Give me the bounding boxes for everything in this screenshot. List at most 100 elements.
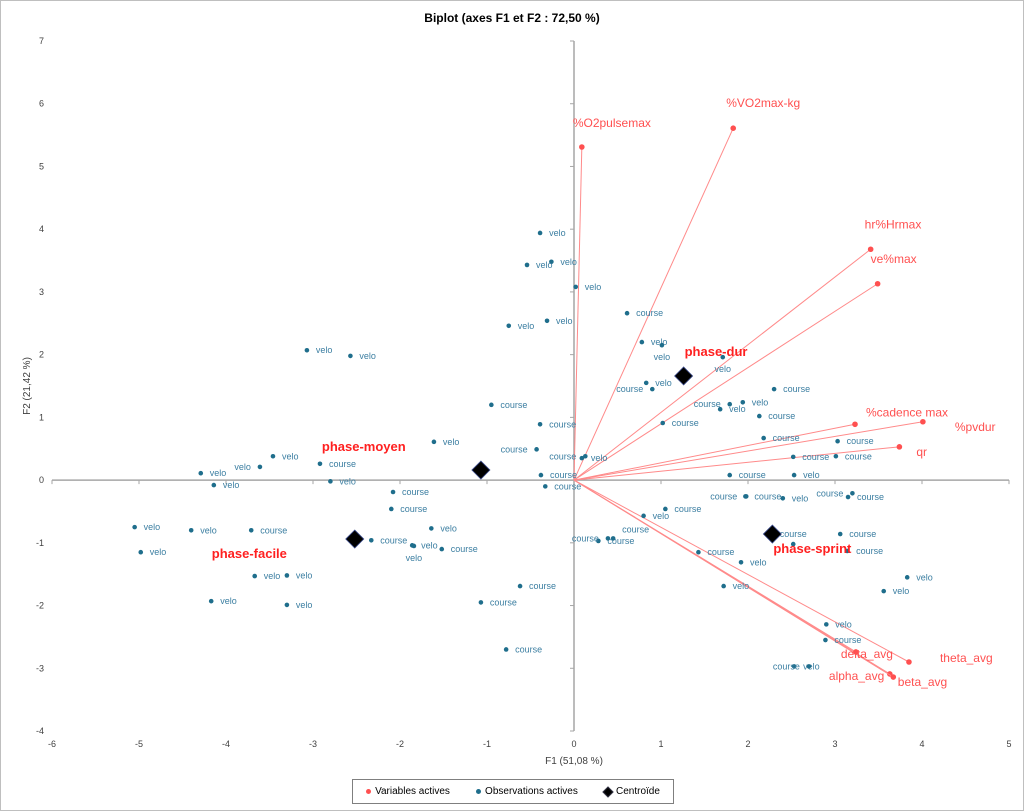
observation-label: course (549, 451, 576, 461)
observation-point (790, 541, 796, 547)
observation-point (431, 439, 437, 445)
observation-point (549, 259, 554, 265)
observation-point (743, 494, 749, 499)
legend-item-observations: Observations actives (476, 786, 578, 797)
x-tick-label: -2 (396, 739, 404, 749)
observation-label: velo (733, 581, 750, 591)
observation-label: velo (518, 321, 535, 331)
observation-label: velo (750, 557, 767, 567)
observation-point (717, 406, 723, 412)
variable-vector (573, 283, 878, 481)
y-tick-label: 2 (39, 350, 44, 360)
observation-label: course (710, 491, 737, 501)
observation-point (583, 453, 588, 459)
observation-label: velo (655, 378, 672, 388)
observation-point (605, 536, 611, 541)
observation-label: course (400, 504, 427, 514)
variable-label: %pvdur (955, 420, 996, 434)
observation-label: velo (421, 540, 438, 550)
observation-point (639, 339, 645, 345)
variable-label: beta_avg (898, 675, 947, 689)
observation-point (791, 664, 797, 669)
variable-point (579, 144, 585, 150)
variable-label: %VO2max-kg (726, 96, 800, 110)
observation-label: velo (654, 352, 671, 362)
x-tick-label: -5 (135, 739, 143, 749)
variable-vector (573, 423, 856, 481)
observation-label: velo (220, 596, 237, 606)
variable-point (890, 674, 897, 680)
observation-point (850, 490, 855, 496)
observation-point (727, 472, 733, 478)
observation-point (844, 548, 850, 554)
x-tick-label: 3 (832, 739, 837, 749)
variable-label: %O2pulsemax (573, 116, 651, 130)
y-tick-label: 5 (39, 161, 44, 171)
observation-label: course (849, 529, 876, 539)
observation-point (389, 506, 394, 512)
x-tick-label: 1 (658, 739, 663, 749)
observation-point (624, 310, 630, 316)
variable-vector (573, 248, 871, 481)
observation-label: course (739, 470, 766, 480)
observation-label: course (816, 488, 843, 498)
legend-item-centroids: Centroïde (602, 785, 660, 798)
observation-label: course (616, 384, 643, 394)
observation-label: velo (316, 345, 333, 355)
centroid-label: phase-dur (685, 344, 748, 359)
observation-point (506, 323, 512, 329)
variable-label: qr (916, 445, 927, 459)
observation-label: course (768, 411, 795, 421)
y-tick-label: 6 (39, 99, 44, 109)
variable-label: ve%max (871, 252, 917, 266)
observation-label: velo (144, 522, 161, 532)
variable-point (874, 280, 881, 287)
observation-point (188, 527, 194, 533)
observation-label: velo (296, 600, 313, 610)
blue-dot-icon (476, 789, 482, 794)
observation-label: course (549, 419, 576, 429)
x-tick-label: 4 (919, 739, 924, 749)
observation-label: course (607, 536, 634, 546)
observation-label: course (451, 544, 478, 554)
observation-label: course (260, 525, 287, 535)
y-tick-label: 4 (39, 224, 44, 234)
variable-vector (573, 446, 900, 481)
observation-point (721, 583, 726, 589)
observation-point (537, 230, 543, 236)
observation-label: course (329, 459, 356, 469)
observation-point (579, 455, 585, 461)
observation-label: velo (443, 437, 460, 447)
variable-vector (573, 421, 923, 481)
observation-label: velo (150, 547, 167, 557)
observation-point (284, 602, 290, 608)
observation-label: velo (803, 661, 820, 671)
observation-point (904, 575, 910, 580)
observation-point (138, 549, 144, 555)
observation-point (390, 489, 396, 495)
variable-point (853, 649, 859, 655)
observation-point (257, 464, 263, 470)
observation-label: velo (200, 525, 217, 535)
observation-point (544, 318, 550, 324)
observation-label: course (529, 581, 556, 591)
observation-point (696, 549, 701, 555)
observation-point (780, 495, 786, 501)
observation-point (270, 453, 276, 459)
observation-label: course (490, 597, 517, 607)
y-tick-label: 1 (39, 412, 44, 422)
observation-label: velo (893, 586, 910, 596)
observation-point (806, 664, 812, 669)
observation-point (650, 386, 655, 392)
variable-label: alpha_avg (829, 669, 884, 683)
observation-point (517, 583, 523, 589)
observation-label: course (856, 546, 883, 556)
observation-label: velo (651, 337, 668, 347)
observation-label: velo (549, 228, 566, 238)
variable-label: delta_avg (841, 647, 893, 661)
x-tick-label: -1 (483, 739, 491, 749)
observation-label: course (550, 470, 577, 480)
observation-label: course (674, 504, 701, 514)
observation-point (738, 559, 744, 565)
